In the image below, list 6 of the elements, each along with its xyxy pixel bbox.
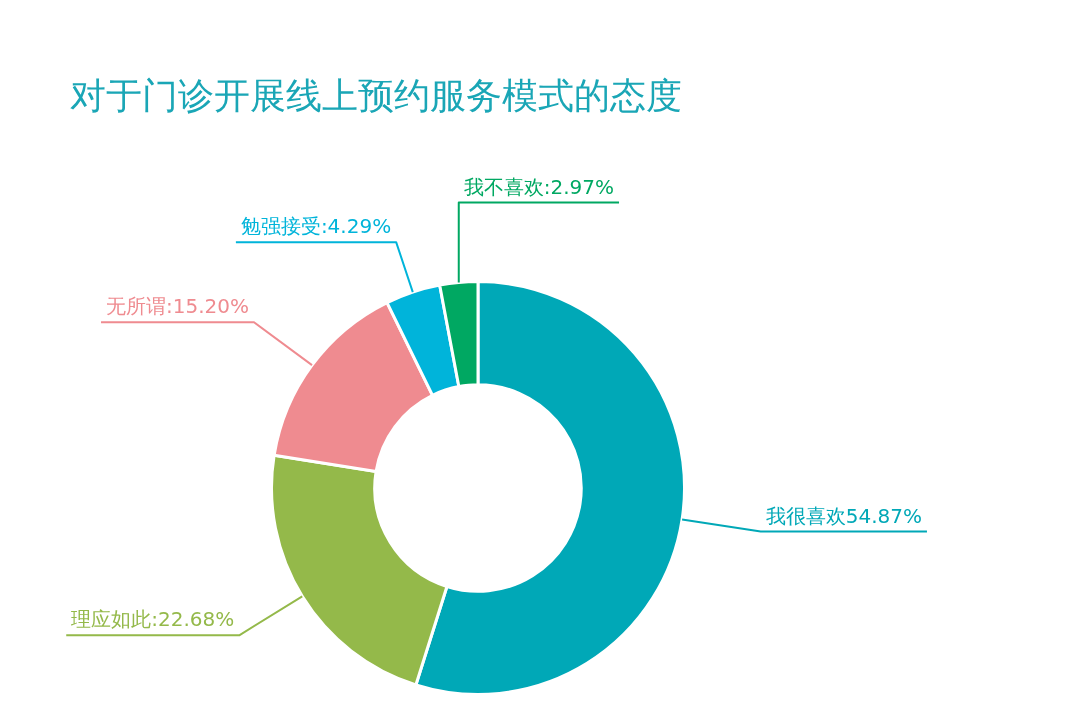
slice-label: 我很喜欢54.87% — [765, 503, 922, 528]
chart-title: 对于门诊开展线上预约服务模式的态度 — [70, 75, 682, 116]
slice-label: 理应如此:22.68% — [71, 607, 235, 632]
slice-label: 勉强接受:4.29% — [240, 214, 392, 239]
slice-label: 无所谓:15.20% — [106, 294, 250, 319]
slice-label: 我不喜欢:2.97% — [463, 174, 615, 199]
